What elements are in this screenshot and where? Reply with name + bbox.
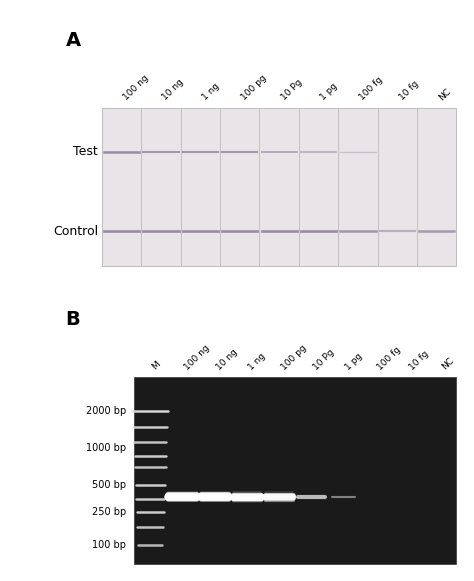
Text: 1 pg: 1 pg — [344, 351, 364, 372]
Text: B: B — [65, 310, 81, 329]
Text: NC: NC — [437, 87, 452, 102]
Text: 10 fg: 10 fg — [408, 349, 431, 372]
Text: 100 ng: 100 ng — [122, 74, 150, 102]
Text: 10 Pg: 10 Pg — [311, 347, 336, 372]
Text: 100 bp: 100 bp — [92, 540, 126, 550]
Text: 1 pg: 1 pg — [319, 82, 339, 102]
Text: 100 fg: 100 fg — [358, 76, 385, 102]
Text: 10 ng: 10 ng — [161, 78, 186, 102]
Text: M: M — [150, 360, 162, 372]
Text: 10 fg: 10 fg — [397, 80, 420, 102]
FancyBboxPatch shape — [102, 107, 456, 266]
Text: 10 Pg: 10 Pg — [279, 78, 303, 102]
Text: 500 bp: 500 bp — [92, 480, 126, 490]
FancyBboxPatch shape — [134, 377, 456, 564]
Text: 250 bp: 250 bp — [92, 507, 126, 517]
Text: Test: Test — [73, 145, 98, 159]
Text: 1 ng: 1 ng — [201, 82, 221, 102]
Text: 1 ng: 1 ng — [247, 351, 267, 372]
Text: Control: Control — [53, 225, 98, 238]
Text: 1000 bp: 1000 bp — [86, 443, 126, 453]
Text: 10 ng: 10 ng — [215, 347, 239, 372]
Text: 100 pg: 100 pg — [240, 74, 268, 102]
Text: A: A — [65, 31, 81, 50]
Text: 2000 bp: 2000 bp — [86, 406, 126, 415]
Text: NC: NC — [440, 356, 456, 372]
Text: 100 pg: 100 pg — [279, 343, 308, 372]
Text: 100 fg: 100 fg — [376, 345, 403, 372]
Text: 100 ng: 100 ng — [182, 343, 211, 372]
